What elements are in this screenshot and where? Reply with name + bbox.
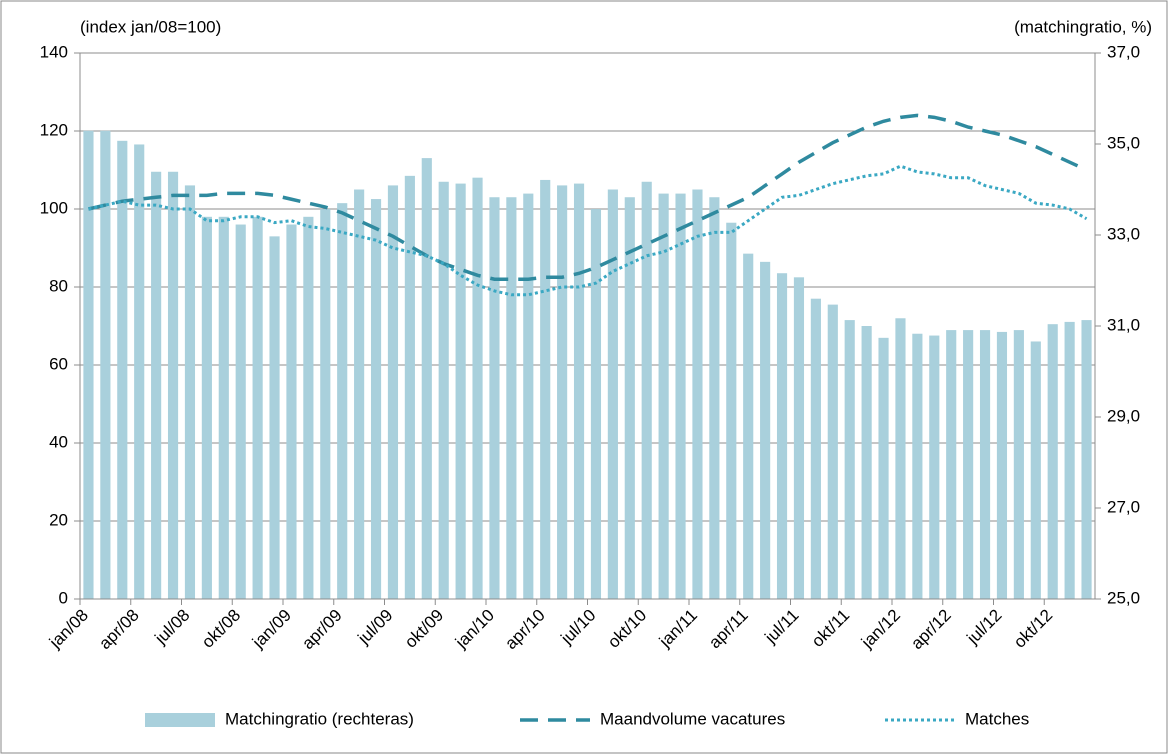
bar: [861, 326, 872, 599]
bar: [252, 216, 263, 600]
bar: [201, 216, 212, 600]
bar: [929, 335, 940, 599]
bar: [404, 175, 415, 599]
bar: [489, 197, 500, 600]
bar: [286, 224, 297, 599]
bar: [100, 130, 111, 599]
legend-label: Matchingratio (rechteras): [225, 709, 414, 728]
bar: [421, 158, 432, 600]
y2-tick-label: 35,0: [1107, 133, 1140, 152]
bar: [912, 333, 923, 599]
y2-axis-label: (matchingratio, %): [1014, 17, 1152, 36]
bar: [793, 277, 805, 599]
bar: [337, 203, 348, 599]
legend-label: Matches: [965, 709, 1029, 728]
bar: [895, 318, 906, 599]
bar: [235, 224, 246, 599]
bar: [709, 197, 720, 600]
bar: [844, 320, 855, 599]
bar: [218, 216, 229, 600]
legend-swatch: [145, 713, 215, 727]
bar: [184, 185, 196, 599]
bar: [167, 171, 179, 599]
bar: [523, 193, 534, 599]
bar: [760, 261, 771, 599]
bar: [117, 140, 128, 599]
bar: [946, 330, 957, 599]
bar: [979, 330, 991, 599]
y-tick-label: 120: [40, 120, 68, 139]
bar: [269, 236, 280, 600]
y-tick-label: 40: [49, 432, 68, 451]
bar: [776, 273, 788, 599]
line: [88, 113, 1088, 281]
y-tick-label: 20: [49, 510, 68, 529]
y-tick-label: 140: [40, 42, 68, 61]
y-tick-label: 0: [59, 588, 68, 607]
bar: [1081, 320, 1092, 599]
bar: [557, 185, 568, 599]
line: [88, 164, 1088, 297]
bar: [370, 199, 382, 599]
bar: [743, 253, 754, 599]
bar: [692, 189, 703, 599]
bar: [320, 209, 331, 599]
bar: [472, 177, 483, 600]
bar: [540, 179, 551, 599]
bar: [1064, 321, 1075, 599]
bar: [675, 193, 686, 599]
bar: [963, 330, 974, 599]
bar: [573, 183, 585, 599]
y2-tick-label: 25,0: [1107, 588, 1140, 607]
y2-tick-label: 31,0: [1107, 315, 1140, 334]
bar: [590, 209, 602, 599]
bar: [624, 197, 635, 600]
bar: [151, 171, 162, 599]
bar: [455, 183, 466, 599]
legend-label: Maandvolume vacatures: [600, 709, 785, 728]
y-tick-label: 60: [49, 354, 68, 373]
y2-tick-label: 27,0: [1107, 497, 1140, 516]
bar: [438, 181, 449, 599]
bar: [1030, 341, 1041, 599]
bar: [354, 189, 365, 599]
y2-tick-label: 29,0: [1107, 406, 1140, 425]
bar: [726, 222, 737, 599]
bar: [506, 197, 517, 600]
bar: [303, 216, 314, 600]
bar: [827, 304, 838, 599]
bar: [1047, 324, 1058, 599]
bar: [83, 130, 94, 599]
y-tick-label: 100: [40, 198, 68, 217]
bar: [134, 144, 145, 599]
bar: [641, 181, 652, 599]
y2-tick-label: 37,0: [1107, 42, 1140, 61]
y2-tick-label: 33,0: [1107, 224, 1140, 243]
bar: [810, 298, 821, 599]
bar: [878, 337, 889, 599]
bar: [387, 185, 399, 599]
y-axis-label: (index jan/08=100): [80, 17, 221, 36]
bar: [996, 331, 1008, 599]
y-tick-label: 80: [49, 276, 68, 295]
bar: [1013, 330, 1024, 599]
bar: [658, 193, 669, 599]
bar: [607, 189, 618, 599]
